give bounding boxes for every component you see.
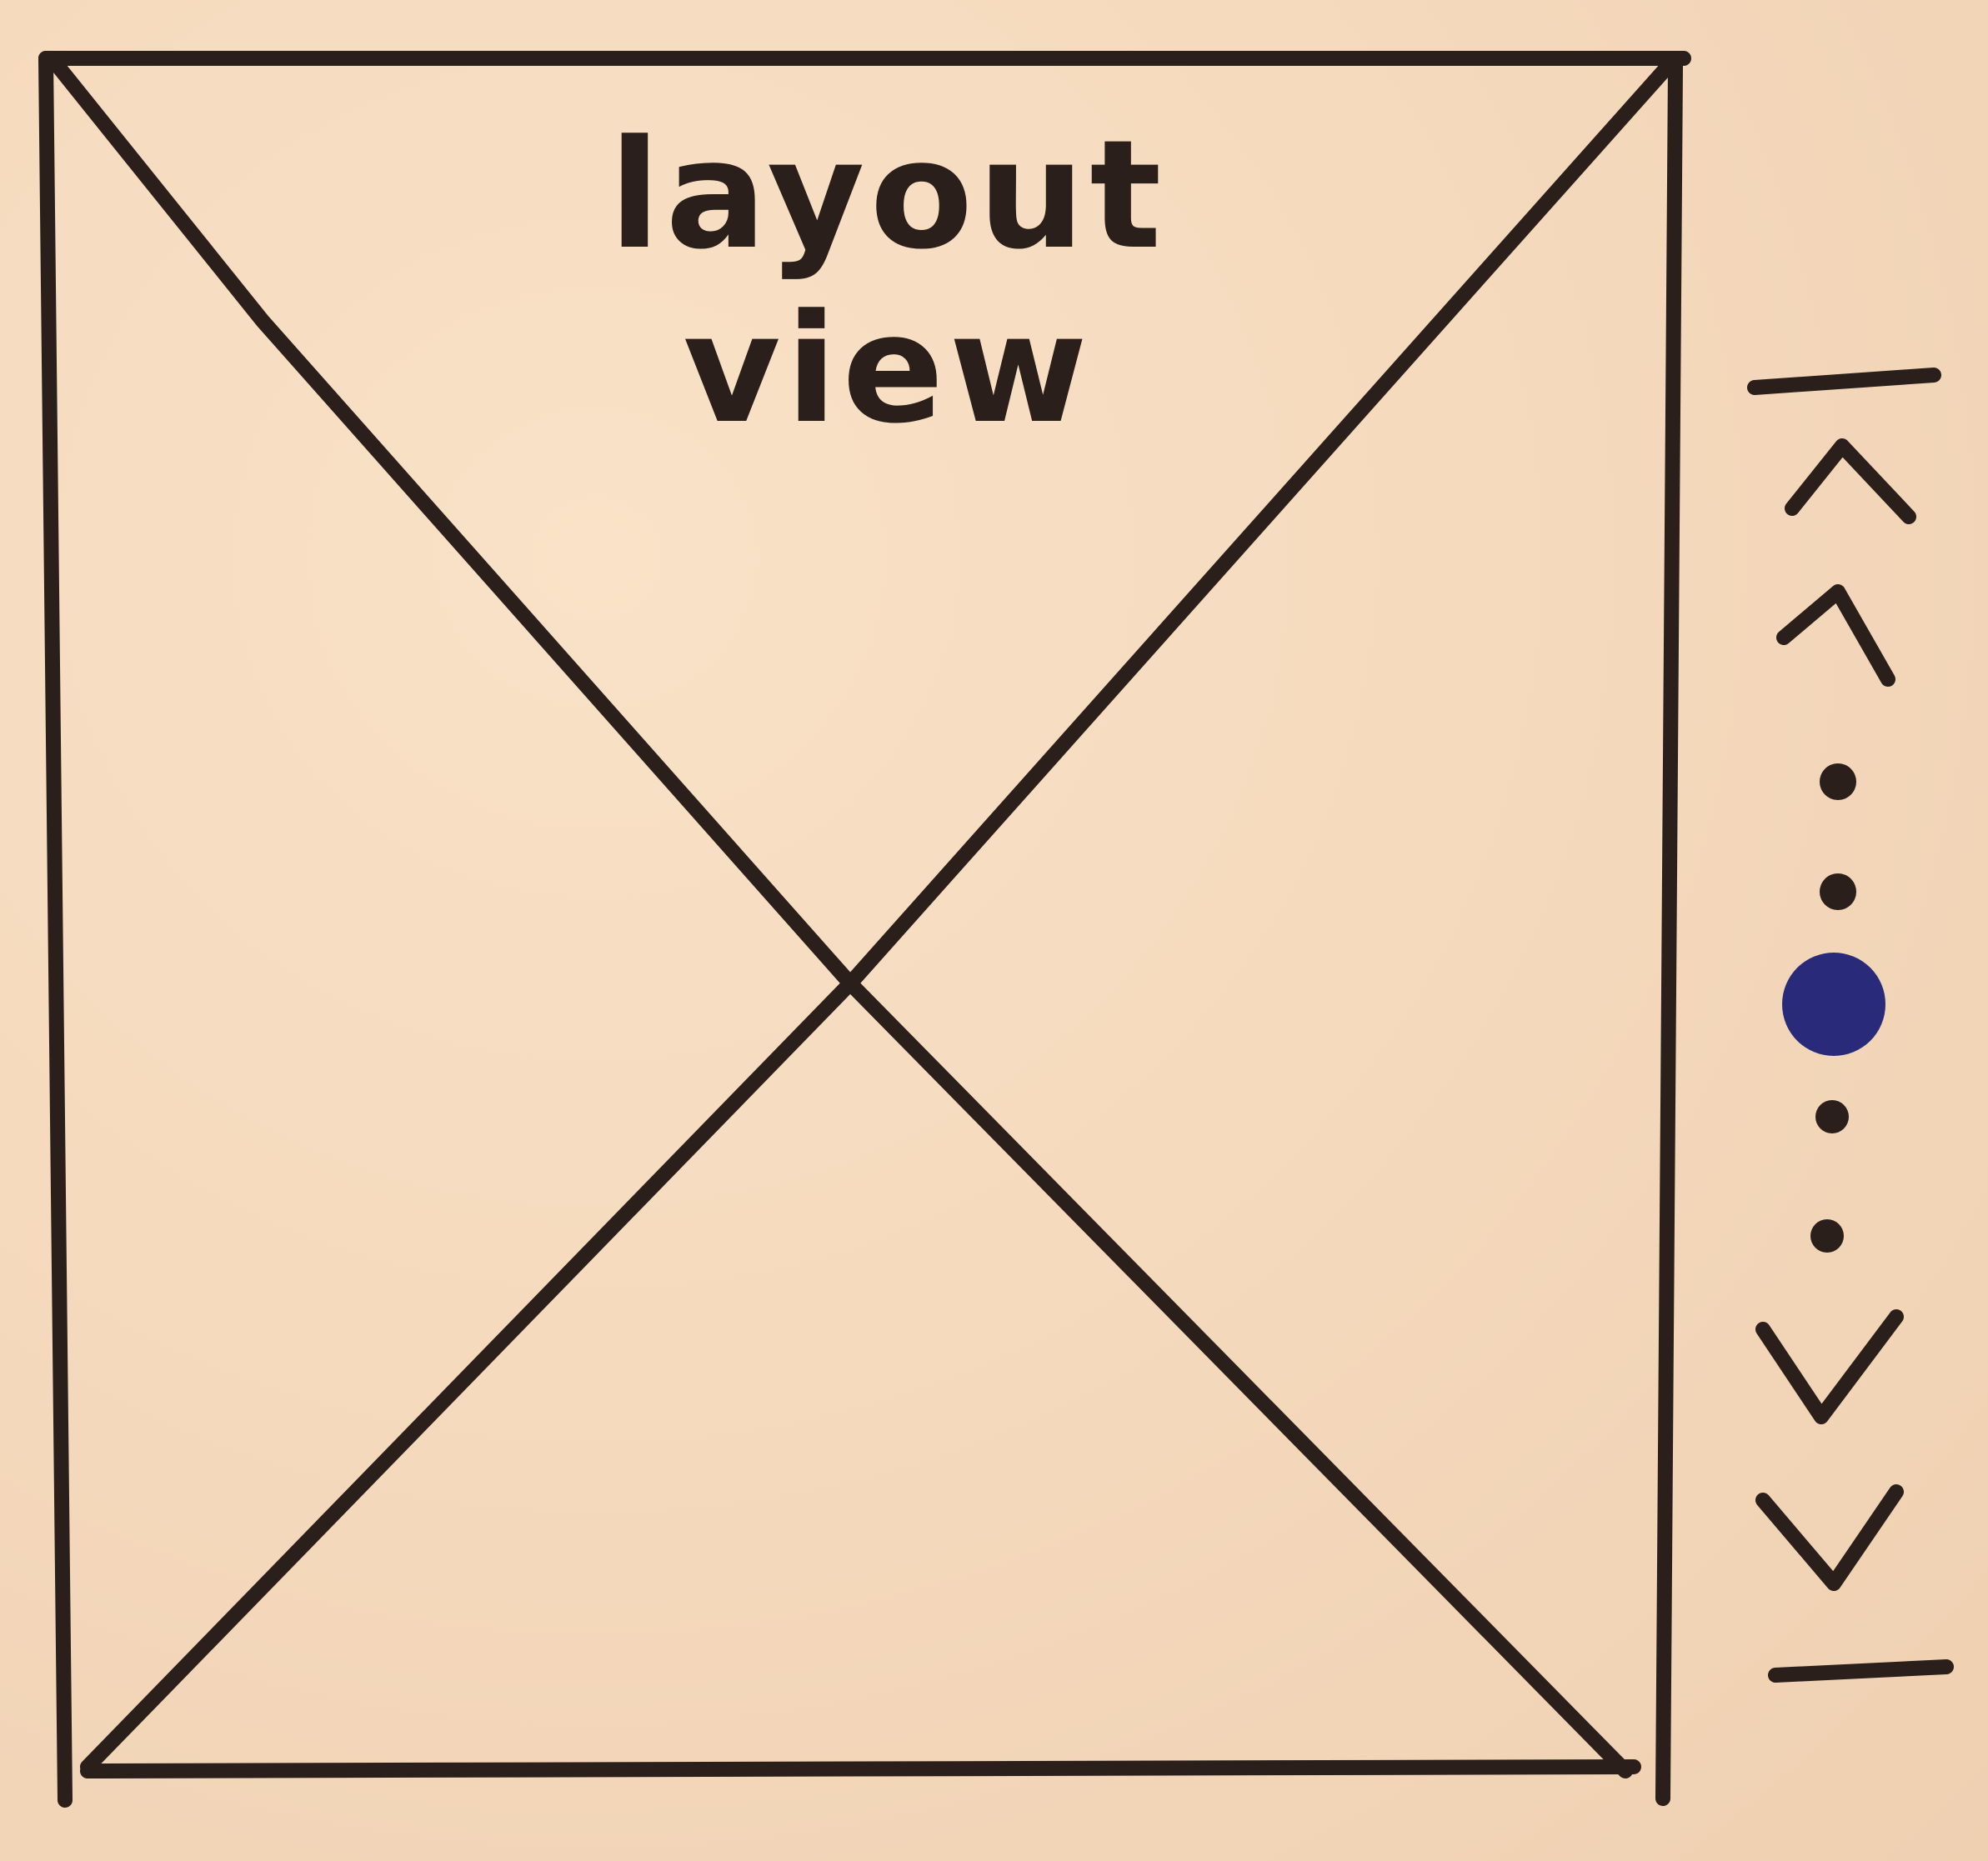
layout-view-bottom-border bbox=[80, 1759, 1641, 1778]
previous-page-icon[interactable] bbox=[1776, 584, 1895, 687]
layout-view-label: layout view bbox=[608, 108, 1167, 457]
page-navigator bbox=[1747, 368, 1954, 1683]
last-page-icon[interactable] bbox=[1755, 1484, 1954, 1683]
layout-view-right-border bbox=[1655, 59, 1683, 1806]
page-dot-icon[interactable] bbox=[1815, 1100, 1849, 1133]
page-dot-icon[interactable] bbox=[1820, 763, 1856, 800]
layout-view-left-border bbox=[38, 51, 73, 1808]
page-dot-icon[interactable] bbox=[1810, 1219, 1844, 1253]
placeholder-diagonal-icon bbox=[80, 55, 1679, 1774]
next-page-icon[interactable] bbox=[1755, 1309, 1904, 1424]
page-dot-active-icon[interactable] bbox=[1782, 953, 1885, 1056]
first-page-icon[interactable] bbox=[1747, 368, 1941, 524]
placeholder-diagonal-icon bbox=[51, 59, 1633, 1778]
page-dot-icon[interactable] bbox=[1820, 873, 1856, 910]
layout-view-placeholder bbox=[38, 51, 1691, 1808]
